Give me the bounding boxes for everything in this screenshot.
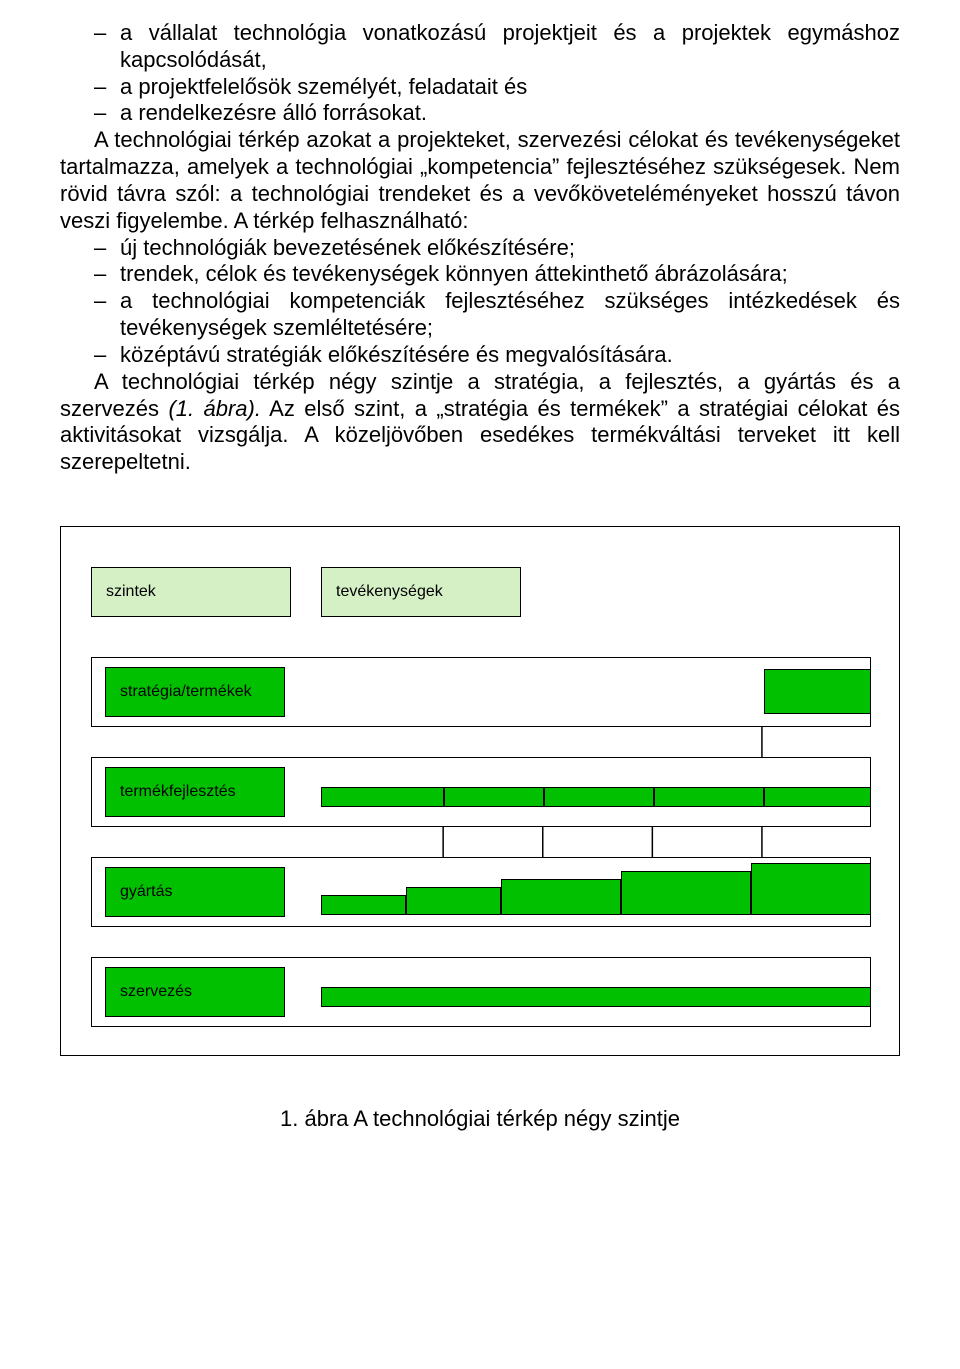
list-item: – a projektfelelősök személyét, feladata… — [60, 74, 900, 101]
bullet-dash: – — [60, 288, 120, 342]
activity-bar — [621, 871, 751, 915]
bullet-dash: – — [60, 74, 120, 101]
activity-bar — [321, 987, 871, 1007]
list-item: – középtávú stratégiák előkészítésére és… — [60, 342, 900, 369]
bullet-dash: – — [60, 261, 120, 288]
level-box: szervezés — [105, 967, 285, 1017]
level-box: gyártás — [105, 867, 285, 917]
bullet-text: középtávú stratégiák előkészítésére és m… — [120, 342, 900, 369]
page: – a vállalat technológia vonatkozású pro… — [0, 0, 960, 1172]
bullet-text: a rendelkezésre álló forrásokat. — [120, 100, 900, 127]
list-item: – a vállalat technológia vonatkozású pro… — [60, 20, 900, 74]
header-box-levels: szintek — [91, 567, 291, 617]
bullet-list-mid: – új technológiák bevezetésének előkészí… — [60, 235, 900, 369]
activity-bar — [764, 787, 871, 807]
paragraph: A technológiai térkép azokat a projektek… — [60, 127, 900, 234]
bullet-dash: – — [60, 100, 120, 127]
text-run-italic: (1. ábra). — [168, 396, 261, 421]
header-box-activities: tevékenységek — [321, 567, 521, 617]
paragraph: A technológiai térkép négy szintje a str… — [60, 369, 900, 476]
figure-caption: 1. ábra A technológiai térkép négy szint… — [60, 1106, 900, 1132]
activity-bar — [501, 879, 621, 915]
level-box: stratégia/termékek — [105, 667, 285, 717]
bullet-dash: – — [60, 342, 120, 369]
list-item: – a technológiai kompetenciák fejlesztés… — [60, 288, 900, 342]
activity-bar — [321, 895, 406, 915]
bullet-text: a projektfelelősök személyét, feladatait… — [120, 74, 900, 101]
bullet-dash: – — [60, 235, 120, 262]
list-item: – a rendelkezésre álló forrásokat. — [60, 100, 900, 127]
level-box: termékfejlesztés — [105, 767, 285, 817]
figure-frame: szintek tevékenységek stratégia/termékek te… — [60, 526, 900, 1056]
activity-bar — [406, 887, 501, 915]
bullet-dash: – — [60, 20, 120, 74]
bullet-list-top: – a vállalat technológia vonatkozású pro… — [60, 20, 900, 127]
bullet-text: a vállalat technológia vonatkozású proje… — [120, 20, 900, 74]
list-item: – trendek, célok és tevékenységek könnye… — [60, 261, 900, 288]
activity-bar — [444, 787, 544, 807]
bullet-text: trendek, célok és tevékenységek könnyen … — [120, 261, 900, 288]
activity-bar — [321, 787, 444, 807]
activity-bar — [544, 787, 654, 807]
activity-bar — [764, 669, 871, 714]
bullet-text: a technológiai kompetenciák fejlesztéséh… — [120, 288, 900, 342]
activity-bar — [751, 863, 871, 915]
bullet-text: új technológiák bevezetésének előkészíté… — [120, 235, 900, 262]
activity-bar — [654, 787, 764, 807]
list-item: – új technológiák bevezetésének előkészí… — [60, 235, 900, 262]
figure: szintek tevékenységek stratégia/termékek te… — [60, 526, 900, 1132]
